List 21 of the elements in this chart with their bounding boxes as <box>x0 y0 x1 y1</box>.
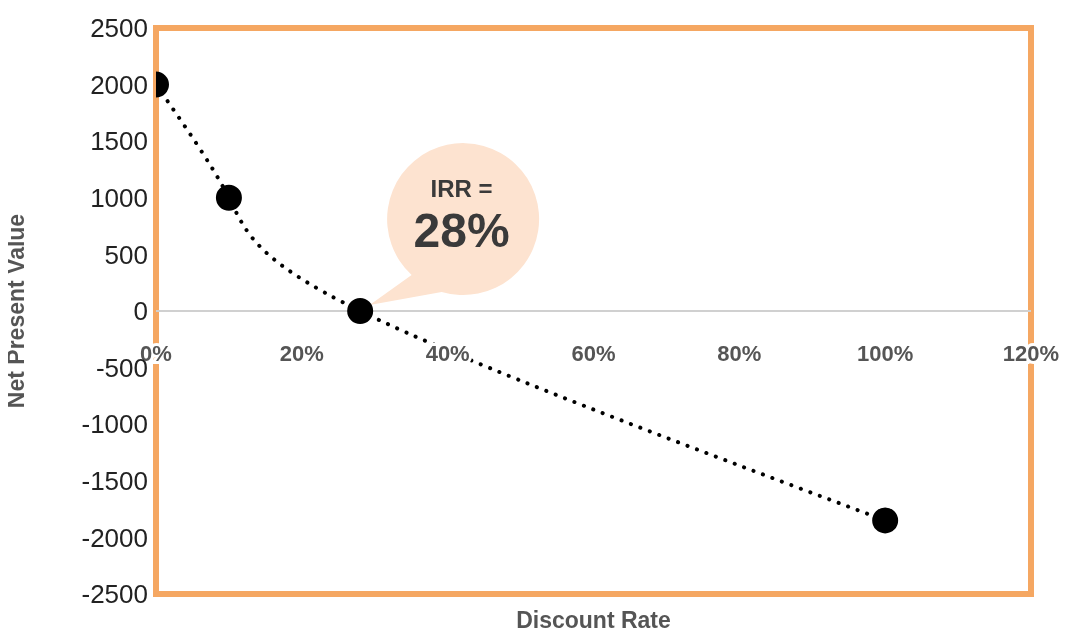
y-tick-label: -2000 <box>81 522 148 553</box>
annotation: IRR = <box>430 175 493 202</box>
y-tick-label: -2500 <box>81 579 148 610</box>
x-axis-title: Discount Rate <box>516 607 671 633</box>
point <box>215 184 242 211</box>
x-tick-label: 60% <box>571 341 616 366</box>
y-tick-label: 0 <box>133 296 148 327</box>
annotation: 28% <box>413 204 510 257</box>
y-tick-label: 2000 <box>90 69 148 100</box>
point <box>872 507 899 534</box>
y-tick-label: -1000 <box>81 409 148 440</box>
y-axis-title: Net Present Value <box>3 213 30 409</box>
point <box>347 298 374 324</box>
x-tick-label: 80% <box>717 341 762 366</box>
y-tick-label: 1500 <box>90 126 148 157</box>
x-tick-label: 20% <box>279 341 324 366</box>
y-tick-label: 500 <box>104 239 148 270</box>
y-tick-label: -1500 <box>81 466 148 497</box>
y-tick-label: 1000 <box>90 183 148 214</box>
y-tick-label: 2500 <box>90 13 148 44</box>
x-tick-label: 100% <box>857 341 914 366</box>
